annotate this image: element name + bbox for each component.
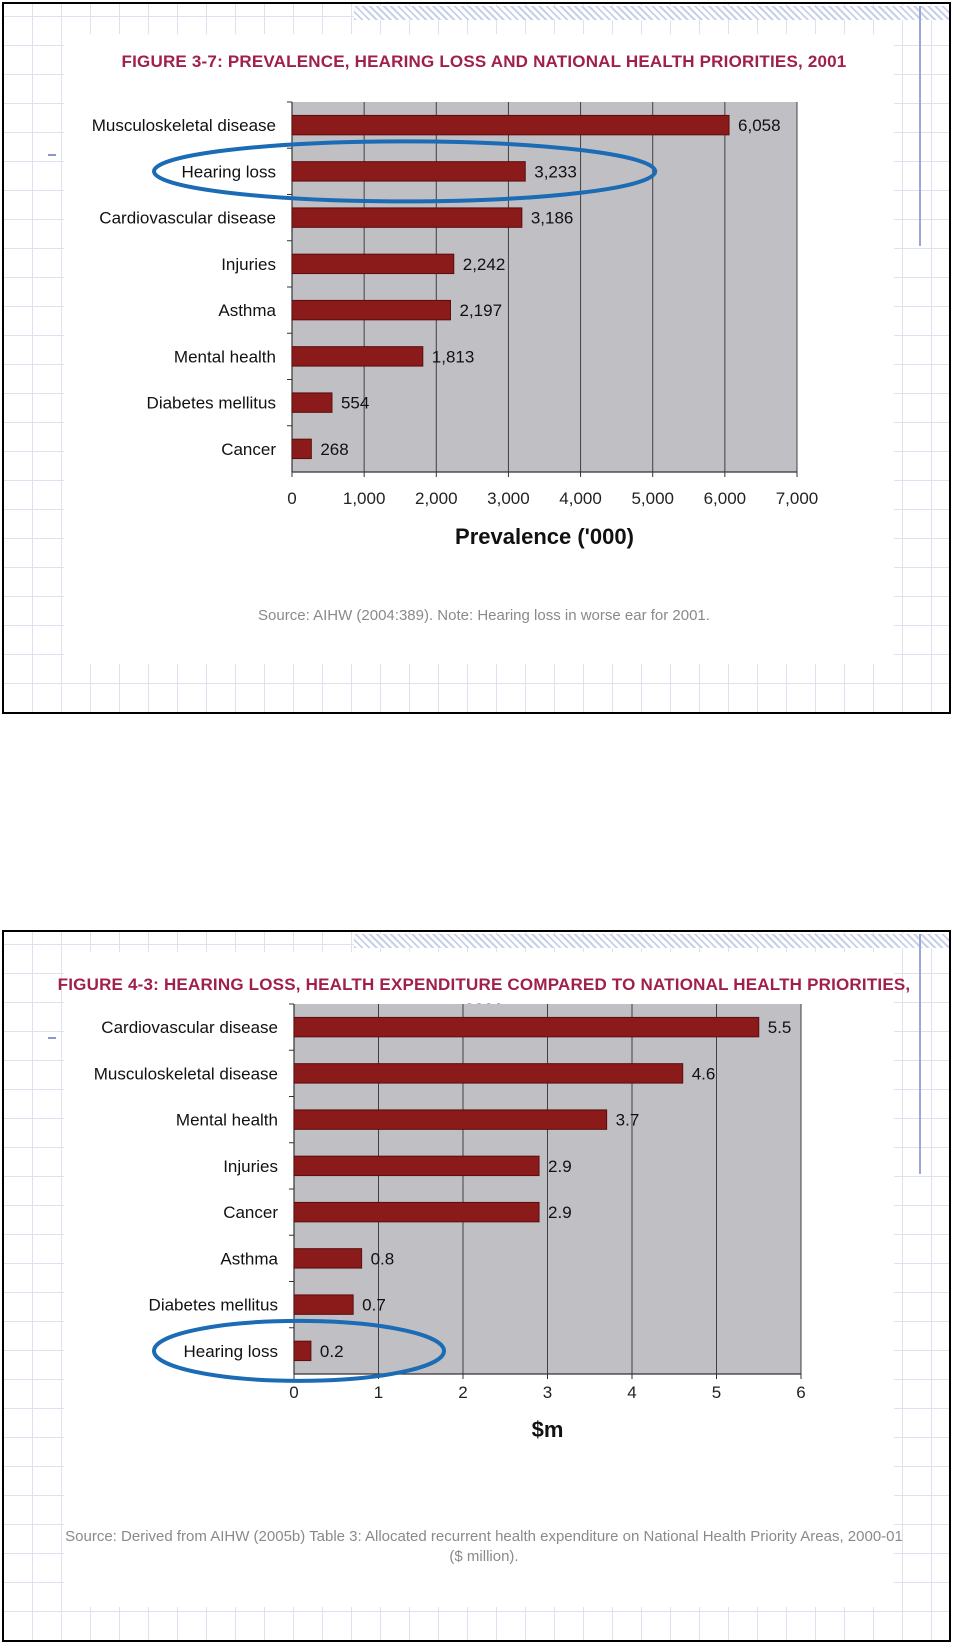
bar bbox=[291, 207, 523, 228]
category-label: Hearing loss bbox=[184, 1342, 279, 1361]
bar bbox=[293, 1294, 354, 1315]
bar bbox=[293, 1340, 312, 1362]
slide-expenditure: FIGURE 4-3: HEARING LOSS, HEALTH EXPENDI… bbox=[2, 930, 951, 1642]
x-tick-label: 2 bbox=[458, 1383, 467, 1402]
data-label: 5.5 bbox=[768, 1018, 792, 1037]
category-label: Diabetes mellitus bbox=[149, 1296, 278, 1315]
category-label: Injuries bbox=[223, 1157, 278, 1176]
expenditure-chart: 0 1 2 3 4 5 6 Cardiovascular disease 5.5 Musculos… bbox=[94, 1003, 806, 1442]
data-label: 3,233 bbox=[534, 162, 577, 181]
data-label: 2.9 bbox=[548, 1203, 572, 1222]
source-note: Source: Derived from AIHW (2005b) Table … bbox=[65, 1528, 903, 1565]
data-label: 2.9 bbox=[548, 1157, 572, 1176]
data-label: 0.2 bbox=[320, 1342, 344, 1361]
bar bbox=[293, 1109, 608, 1130]
highlight-ellipse bbox=[152, 1318, 446, 1383]
x-tick-label: 4,000 bbox=[559, 489, 602, 508]
data-label: 0.7 bbox=[362, 1296, 386, 1315]
bar bbox=[293, 1201, 540, 1223]
bar bbox=[291, 253, 455, 275]
plot-area bbox=[292, 102, 797, 472]
data-label: 2,197 bbox=[459, 301, 502, 320]
data-label: 3,186 bbox=[531, 209, 574, 228]
category-label: Cardiovascular disease bbox=[99, 209, 276, 228]
category-label: Cardiovascular disease bbox=[101, 1018, 278, 1037]
figure-title: FIGURE 3-7: PREVALENCE, HEARING LOSS AND… bbox=[121, 52, 847, 71]
highlight-ellipse bbox=[152, 139, 658, 204]
data-label: 554 bbox=[341, 394, 369, 413]
category-label: Asthma bbox=[218, 301, 276, 320]
category-label: Mental health bbox=[174, 347, 276, 366]
bar bbox=[291, 438, 312, 460]
x-tick-label: 3,000 bbox=[487, 489, 530, 508]
x-tick-label: 1 bbox=[374, 1383, 383, 1402]
data-label: 1,813 bbox=[432, 347, 475, 366]
data-label: 4.6 bbox=[692, 1064, 716, 1083]
accent-line bbox=[919, 934, 921, 1174]
category-label: Mental health bbox=[176, 1111, 278, 1130]
x-tick-label: 3 bbox=[543, 1383, 552, 1402]
bullet-marker bbox=[48, 1037, 56, 1039]
x-axis-title: Prevalence ('000) bbox=[455, 524, 634, 549]
header-hatch bbox=[354, 6, 949, 20]
data-label: 6,058 bbox=[738, 116, 781, 135]
x-tick-label: 6 bbox=[796, 1383, 805, 1402]
data-label: 2,242 bbox=[463, 255, 506, 274]
x-tick-label: 4 bbox=[627, 1383, 636, 1402]
category-label: Musculoskeletal disease bbox=[92, 116, 276, 135]
data-label: 3.7 bbox=[616, 1111, 640, 1130]
x-tick-label: 0 bbox=[287, 489, 296, 508]
category-label: Hearing loss bbox=[182, 162, 277, 181]
bullet-marker bbox=[48, 154, 56, 156]
bar bbox=[291, 114, 730, 136]
bar bbox=[291, 161, 526, 182]
bar bbox=[291, 392, 333, 413]
bar bbox=[291, 299, 451, 321]
category-label: Cancer bbox=[223, 1203, 278, 1222]
bar bbox=[293, 1016, 760, 1038]
category-label: Injuries bbox=[221, 255, 276, 274]
x-tick-label: 0 bbox=[289, 1383, 298, 1402]
x-axis-title: $m bbox=[532, 1417, 564, 1442]
header-hatch bbox=[354, 934, 949, 948]
x-tick-label: 2,000 bbox=[415, 489, 458, 508]
category-label: Diabetes mellitus bbox=[147, 394, 276, 413]
source-note: Source: AIHW (2004:389). Note: Hearing l… bbox=[258, 607, 710, 624]
x-tick-label: 7,000 bbox=[776, 489, 819, 508]
prevalence-chart: 0 1,000 2,000 3,000 4,000 5,000 6,000 7,000 Musc… bbox=[92, 101, 819, 549]
bar bbox=[293, 1063, 684, 1084]
x-tick-label: 5,000 bbox=[631, 489, 674, 508]
category-label: Cancer bbox=[221, 440, 276, 459]
bar bbox=[293, 1155, 540, 1177]
data-label: 268 bbox=[320, 440, 348, 459]
slide-prevalence: FIGURE 3-7: PREVALENCE, HEARING LOSS AND… bbox=[2, 2, 951, 714]
bar bbox=[293, 1248, 363, 1269]
category-label: Asthma bbox=[220, 1249, 278, 1268]
x-tick-label: 1,000 bbox=[343, 489, 386, 508]
bar bbox=[291, 346, 424, 367]
x-tick-label: 5 bbox=[712, 1383, 721, 1402]
x-tick-label: 6,000 bbox=[704, 489, 747, 508]
data-label: 0.8 bbox=[371, 1249, 395, 1268]
category-label: Musculoskeletal disease bbox=[94, 1064, 278, 1083]
accent-line bbox=[919, 6, 921, 246]
